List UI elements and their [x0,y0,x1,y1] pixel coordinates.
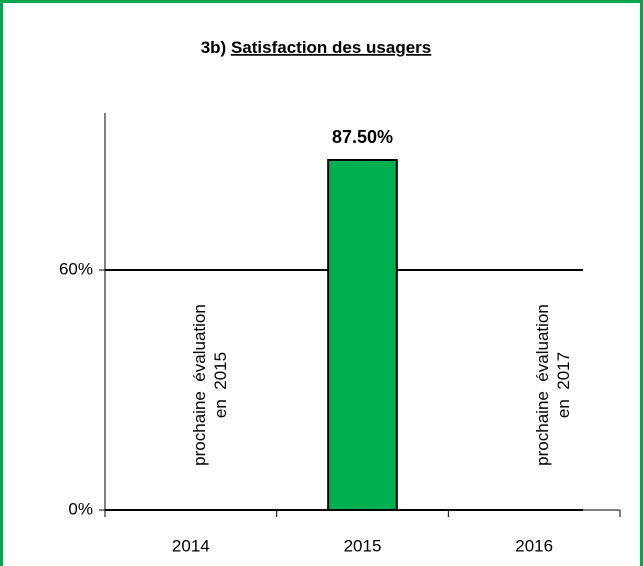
annotation-text: prochaine évaluation [533,304,552,466]
x-tick-label: 2014 [172,536,210,555]
y-tick-label: 0% [68,499,93,518]
annotation-text: prochaine évaluation [190,304,209,466]
value-label: 87.50% [332,127,393,147]
annotation-text: en 2015 [211,352,230,418]
y-tick-label: 60% [59,259,93,278]
chart-title: 3b) Satisfaction des usagers [201,38,432,57]
x-tick-label: 2016 [515,536,553,555]
annotation-text: en 2017 [554,352,573,418]
annotation: prochaine évaluation en 2017 [533,304,573,466]
bar [327,159,398,511]
x-tick-label: 2015 [344,536,382,555]
annotation: prochaine évaluation en 2015 [190,304,230,466]
